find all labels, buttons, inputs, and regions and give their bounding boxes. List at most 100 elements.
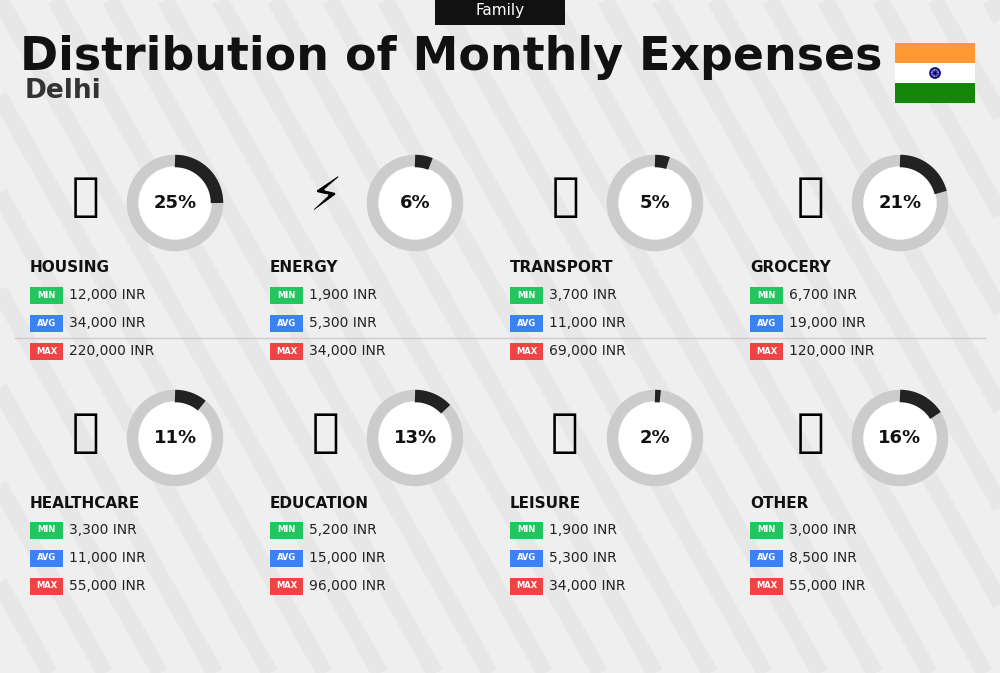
Text: 🛒: 🛒 <box>796 176 824 221</box>
Text: MIN: MIN <box>37 526 56 534</box>
Text: 🎓: 🎓 <box>311 411 339 456</box>
FancyBboxPatch shape <box>510 287 543 304</box>
FancyBboxPatch shape <box>750 577 783 594</box>
Text: HEALTHCARE: HEALTHCARE <box>30 495 140 511</box>
Text: 5,200 INR: 5,200 INR <box>309 523 377 537</box>
Text: 13%: 13% <box>393 429 437 447</box>
FancyBboxPatch shape <box>510 522 543 538</box>
Text: LEISURE: LEISURE <box>510 495 581 511</box>
FancyBboxPatch shape <box>270 577 303 594</box>
FancyBboxPatch shape <box>510 577 543 594</box>
Text: 🛍️: 🛍️ <box>551 411 579 456</box>
Text: 1,900 INR: 1,900 INR <box>549 523 617 537</box>
Text: MIN: MIN <box>37 291 56 299</box>
FancyBboxPatch shape <box>270 343 303 359</box>
Text: 15,000 INR: 15,000 INR <box>309 551 386 565</box>
Text: 55,000 INR: 55,000 INR <box>69 579 146 593</box>
Text: MAX: MAX <box>276 347 297 355</box>
Text: 6%: 6% <box>400 194 430 212</box>
FancyBboxPatch shape <box>30 343 63 359</box>
FancyBboxPatch shape <box>510 343 543 359</box>
Text: GROCERY: GROCERY <box>750 260 831 275</box>
Circle shape <box>139 167 211 239</box>
FancyBboxPatch shape <box>30 314 63 332</box>
Circle shape <box>379 167 451 239</box>
Text: TRANSPORT: TRANSPORT <box>510 260 614 275</box>
Text: 3,300 INR: 3,300 INR <box>69 523 137 537</box>
Text: 5,300 INR: 5,300 INR <box>309 316 377 330</box>
Text: 8,500 INR: 8,500 INR <box>789 551 857 565</box>
Text: MAX: MAX <box>36 581 57 590</box>
Text: 👜: 👜 <box>796 411 824 456</box>
Text: 🚌: 🚌 <box>551 176 579 221</box>
Text: 5%: 5% <box>640 194 670 212</box>
Text: AVG: AVG <box>517 318 536 328</box>
FancyBboxPatch shape <box>895 63 975 83</box>
Text: MIN: MIN <box>277 526 296 534</box>
FancyBboxPatch shape <box>750 522 783 538</box>
Text: ENERGY: ENERGY <box>270 260 338 275</box>
Circle shape <box>379 402 451 474</box>
Text: AVG: AVG <box>277 318 296 328</box>
Circle shape <box>864 167 936 239</box>
FancyBboxPatch shape <box>750 314 783 332</box>
Text: 16%: 16% <box>878 429 922 447</box>
FancyBboxPatch shape <box>270 522 303 538</box>
Text: 69,000 INR: 69,000 INR <box>549 344 626 358</box>
FancyBboxPatch shape <box>750 287 783 304</box>
Text: 96,000 INR: 96,000 INR <box>309 579 386 593</box>
Text: MIN: MIN <box>757 291 776 299</box>
Text: 34,000 INR: 34,000 INR <box>309 344 386 358</box>
Text: HOUSING: HOUSING <box>30 260 110 275</box>
FancyBboxPatch shape <box>750 343 783 359</box>
Text: 3,700 INR: 3,700 INR <box>549 288 617 302</box>
Text: ⚡: ⚡ <box>309 176 341 221</box>
Text: 3,000 INR: 3,000 INR <box>789 523 857 537</box>
FancyBboxPatch shape <box>30 522 63 538</box>
Text: MAX: MAX <box>36 347 57 355</box>
Text: MAX: MAX <box>276 581 297 590</box>
FancyBboxPatch shape <box>270 314 303 332</box>
Text: Family: Family <box>475 3 525 18</box>
FancyBboxPatch shape <box>30 577 63 594</box>
FancyBboxPatch shape <box>30 549 63 567</box>
Text: 19,000 INR: 19,000 INR <box>789 316 866 330</box>
FancyBboxPatch shape <box>270 287 303 304</box>
Text: 25%: 25% <box>153 194 197 212</box>
Text: AVG: AVG <box>517 553 536 563</box>
Text: 6,700 INR: 6,700 INR <box>789 288 857 302</box>
Text: 11,000 INR: 11,000 INR <box>549 316 626 330</box>
Text: MAX: MAX <box>516 347 537 355</box>
Text: 11,000 INR: 11,000 INR <box>69 551 146 565</box>
Text: MAX: MAX <box>756 581 777 590</box>
Text: MIN: MIN <box>757 526 776 534</box>
Text: 2%: 2% <box>640 429 670 447</box>
Text: 120,000 INR: 120,000 INR <box>789 344 874 358</box>
Text: 🏢: 🏢 <box>71 176 99 221</box>
Text: AVG: AVG <box>37 318 56 328</box>
Text: OTHER: OTHER <box>750 495 808 511</box>
Text: MIN: MIN <box>277 291 296 299</box>
FancyBboxPatch shape <box>435 0 565 25</box>
Text: 12,000 INR: 12,000 INR <box>69 288 146 302</box>
Text: MIN: MIN <box>517 291 536 299</box>
Text: AVG: AVG <box>757 553 776 563</box>
FancyBboxPatch shape <box>270 549 303 567</box>
Text: MIN: MIN <box>517 526 536 534</box>
Circle shape <box>864 402 936 474</box>
Circle shape <box>619 167 691 239</box>
Text: 11%: 11% <box>153 429 197 447</box>
Text: Delhi: Delhi <box>25 78 102 104</box>
FancyBboxPatch shape <box>895 43 975 63</box>
Text: 🩺: 🩺 <box>71 411 99 456</box>
Text: 55,000 INR: 55,000 INR <box>789 579 866 593</box>
Text: 5,300 INR: 5,300 INR <box>549 551 617 565</box>
Text: EDUCATION: EDUCATION <box>270 495 369 511</box>
Text: MAX: MAX <box>516 581 537 590</box>
Text: AVG: AVG <box>757 318 776 328</box>
Text: 1,900 INR: 1,900 INR <box>309 288 377 302</box>
Text: Distribution of Monthly Expenses: Distribution of Monthly Expenses <box>20 36 882 81</box>
FancyBboxPatch shape <box>895 83 975 103</box>
Text: 34,000 INR: 34,000 INR <box>549 579 626 593</box>
FancyBboxPatch shape <box>510 549 543 567</box>
